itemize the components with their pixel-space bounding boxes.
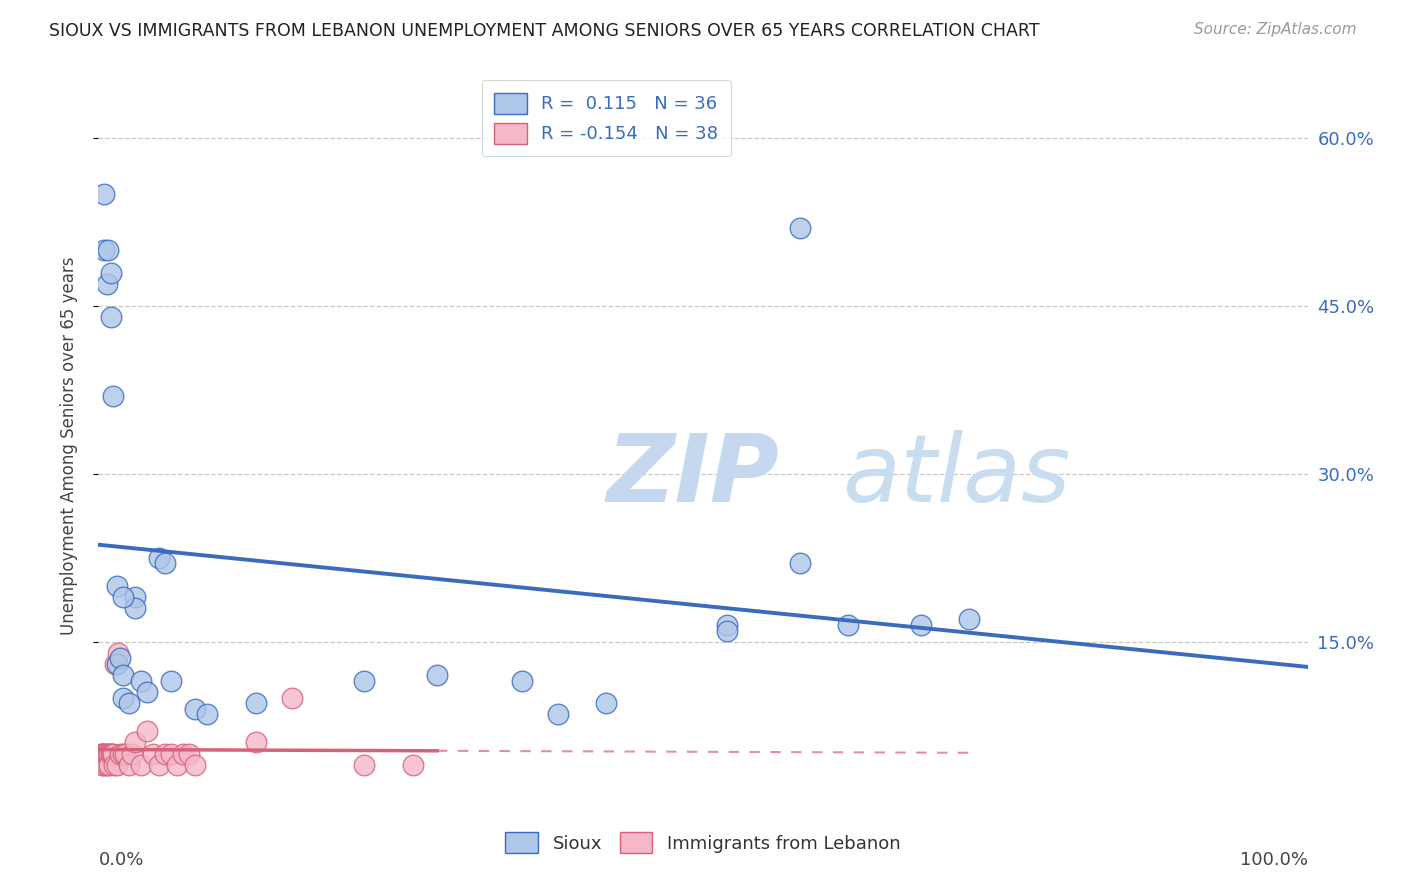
Point	[118, 696, 141, 710]
Point	[111, 590, 134, 604]
Point	[97, 244, 120, 258]
Text: ZIP: ZIP	[606, 430, 779, 522]
Point	[104, 657, 127, 671]
Point	[121, 747, 143, 761]
Point	[426, 668, 449, 682]
Point	[96, 277, 118, 291]
Point	[124, 735, 146, 749]
Point	[148, 550, 170, 565]
Point	[91, 757, 114, 772]
Y-axis label: Unemployment Among Seniors over 65 years: Unemployment Among Seniors over 65 years	[59, 257, 77, 635]
Point	[135, 724, 157, 739]
Point	[124, 590, 146, 604]
Point	[111, 747, 134, 761]
Point	[166, 757, 188, 772]
Point	[97, 747, 120, 761]
Point	[281, 690, 304, 705]
Point	[353, 673, 375, 688]
Point	[118, 757, 141, 772]
Point	[160, 673, 183, 688]
Point	[184, 702, 207, 716]
Point	[789, 557, 811, 571]
Point	[716, 618, 738, 632]
Point	[595, 696, 617, 710]
Point	[98, 757, 121, 772]
Point	[160, 747, 183, 761]
Point	[100, 747, 122, 761]
Point	[107, 646, 129, 660]
Text: atlas: atlas	[842, 431, 1070, 522]
Point	[245, 735, 267, 749]
Point	[114, 747, 136, 761]
Point	[789, 221, 811, 235]
Point	[510, 673, 533, 688]
Point	[105, 657, 128, 671]
Point	[910, 618, 932, 632]
Point	[148, 757, 170, 772]
Point	[96, 757, 118, 772]
Text: 0.0%: 0.0%	[98, 851, 143, 869]
Point	[108, 651, 131, 665]
Point	[111, 690, 134, 705]
Point	[129, 757, 152, 772]
Point	[105, 757, 128, 772]
Point	[153, 747, 176, 761]
Point	[195, 707, 218, 722]
Point	[100, 747, 122, 761]
Point	[547, 707, 569, 722]
Point	[129, 673, 152, 688]
Point	[153, 557, 176, 571]
Point	[179, 747, 201, 761]
Point	[94, 747, 117, 761]
Point	[245, 696, 267, 710]
Point	[93, 747, 115, 761]
Point	[716, 624, 738, 638]
Point	[353, 757, 375, 772]
Text: 100.0%: 100.0%	[1240, 851, 1308, 869]
Point	[103, 757, 125, 772]
Point	[108, 747, 131, 761]
Point	[957, 612, 980, 626]
Point	[111, 668, 134, 682]
Point	[124, 601, 146, 615]
Point	[100, 310, 122, 325]
Point	[184, 757, 207, 772]
Text: SIOUX VS IMMIGRANTS FROM LEBANON UNEMPLOYMENT AMONG SENIORS OVER 65 YEARS CORREL: SIOUX VS IMMIGRANTS FROM LEBANON UNEMPLO…	[49, 22, 1039, 40]
Point	[93, 757, 115, 772]
Point	[101, 389, 124, 403]
Point	[93, 244, 115, 258]
Point	[142, 747, 165, 761]
Point	[105, 579, 128, 593]
Point	[100, 266, 122, 280]
Point	[91, 747, 114, 761]
Point	[135, 685, 157, 699]
Point	[172, 747, 194, 761]
Point	[402, 757, 425, 772]
Point	[101, 747, 124, 761]
Point	[98, 747, 121, 761]
Text: Source: ZipAtlas.com: Source: ZipAtlas.com	[1194, 22, 1357, 37]
Legend: Sioux, Immigrants from Lebanon: Sioux, Immigrants from Lebanon	[498, 825, 908, 860]
Point	[93, 187, 115, 202]
Point	[91, 747, 114, 761]
Point	[90, 747, 112, 761]
Point	[837, 618, 859, 632]
